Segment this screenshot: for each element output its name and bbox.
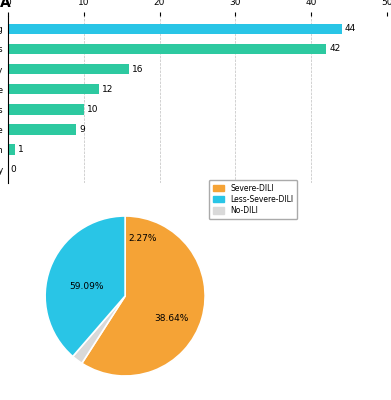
Text: 10: 10: [87, 105, 98, 114]
Bar: [8, 104, 84, 114]
Text: 9: 9: [79, 125, 85, 134]
Legend: Severe-DILI, Less-Severe-DILI, No-DILI: Severe-DILI, Less-Severe-DILI, No-DILI: [209, 180, 297, 219]
Bar: [8, 44, 326, 54]
Text: 38.64%: 38.64%: [154, 314, 189, 323]
Bar: [8, 24, 342, 34]
Wedge shape: [73, 296, 125, 363]
Bar: [8, 84, 99, 94]
Text: 2.27%: 2.27%: [129, 234, 157, 243]
Text: 16: 16: [132, 64, 144, 74]
Wedge shape: [82, 216, 205, 376]
Text: 12: 12: [102, 85, 113, 94]
Bar: [8, 64, 129, 74]
Wedge shape: [45, 216, 125, 356]
Text: 44: 44: [344, 24, 356, 33]
Text: 42: 42: [330, 44, 341, 54]
Bar: [8, 144, 15, 155]
Text: 59.09%: 59.09%: [70, 282, 104, 291]
Text: 0: 0: [11, 165, 16, 174]
Text: 1: 1: [18, 145, 24, 154]
Bar: [8, 124, 76, 135]
Text: A: A: [0, 0, 11, 10]
